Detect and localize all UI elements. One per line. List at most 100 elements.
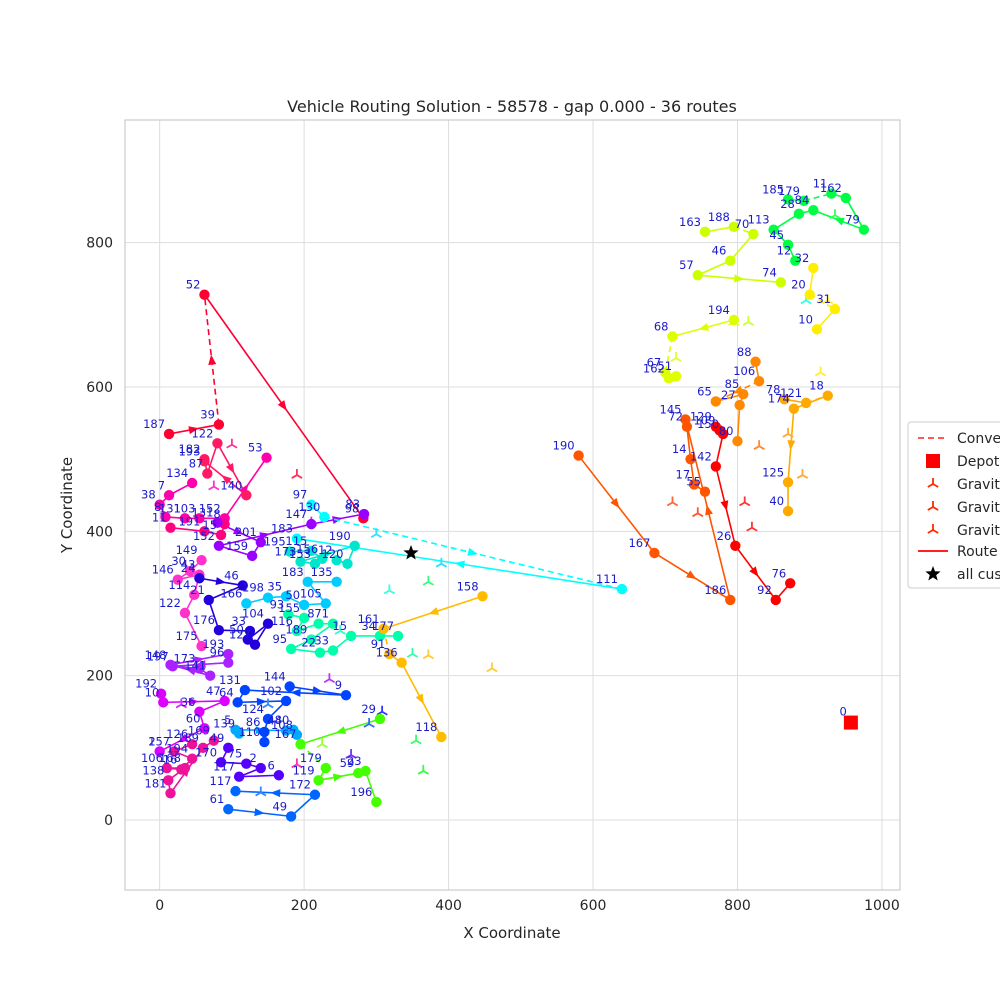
customer-label: 166 [220, 587, 242, 601]
x-axis-label: X Coordinate [463, 924, 560, 942]
customer-point [161, 762, 173, 774]
customer-label: 177 [372, 619, 394, 633]
x-tick-label: 600 [580, 898, 607, 914]
gravity-center-marker [323, 673, 336, 684]
customer-point [219, 695, 230, 707]
customer-point [782, 239, 794, 251]
customer-label: 40 [769, 494, 784, 508]
customer-point [194, 706, 205, 717]
route-arrow [332, 773, 344, 782]
customer-label: 129 [690, 410, 712, 424]
customer-label: 116 [271, 614, 293, 628]
customer-label: 32 [795, 251, 810, 265]
customer-label: 145 [660, 402, 682, 416]
gravity-center-marker [782, 427, 794, 438]
customer-label: 87 [189, 457, 204, 471]
customer-point [223, 803, 234, 815]
customer-point [396, 657, 407, 668]
customer-point [158, 697, 169, 708]
customer-label: 190 [329, 529, 351, 543]
customer-label: 124 [242, 702, 264, 716]
customer-label: 141 [184, 659, 206, 673]
customer-point [770, 594, 781, 606]
customer-label: 67 [647, 356, 662, 370]
customer-label: 152 [193, 529, 215, 543]
route-arrow [215, 577, 226, 585]
customer-point [199, 289, 210, 300]
legend-label: Route [957, 544, 998, 560]
route-arrow [415, 693, 424, 705]
customer-label: 86 [246, 715, 261, 729]
gravity-center-marker [316, 738, 328, 749]
customer-point [314, 647, 326, 658]
customer-label: 157 [148, 734, 170, 748]
customer-point [477, 591, 488, 602]
gravity-center-marker [422, 649, 435, 660]
customer-label: 161 [358, 612, 380, 626]
route-segment [299, 743, 327, 769]
customer-label: 113 [748, 213, 770, 227]
customer-point [616, 583, 628, 595]
customer-point [197, 742, 209, 754]
customer-point [670, 370, 682, 382]
customer-point [232, 697, 243, 708]
customer-point [782, 194, 794, 205]
customer-point [213, 419, 225, 430]
route-arrow [428, 607, 440, 615]
customer-label: 68 [654, 319, 669, 333]
customer-point [734, 399, 745, 411]
route-arrow [188, 697, 199, 706]
route-segment [736, 405, 741, 442]
legend-swatch-gravity [927, 501, 939, 511]
gravity-center-marker [486, 662, 498, 673]
route-segment [729, 233, 754, 262]
customer-point [826, 188, 837, 199]
customer-point [196, 640, 207, 652]
customer-label: 131 [219, 673, 241, 687]
route-arrow [208, 354, 217, 365]
customer-label: 95 [272, 632, 287, 646]
customer-point [306, 499, 317, 510]
customer-label: 131 [191, 506, 213, 520]
customer-label: 12 [318, 543, 333, 557]
customer-label: 33 [231, 614, 246, 628]
gravity-center-marker [814, 366, 827, 377]
customer-point [241, 598, 252, 609]
customer-label: 46 [224, 568, 239, 582]
y-tick-label: 600 [86, 380, 113, 396]
customer-label: 188 [708, 210, 730, 224]
customer-point [313, 618, 324, 629]
customer-point [342, 558, 353, 570]
gravity-center-marker [334, 624, 346, 635]
customer-label: 12 [777, 244, 792, 258]
customer-label: 5 [224, 713, 231, 727]
customer-point [302, 576, 313, 588]
customer-point [782, 477, 794, 488]
customer-label: 61 [210, 792, 225, 806]
customer-point [768, 224, 779, 235]
route-arrow [720, 500, 729, 511]
customer-label: 47 [206, 684, 221, 698]
customer-label: 139 [213, 716, 235, 730]
customer-point [280, 591, 292, 602]
customer-point [244, 625, 256, 637]
customer-label: 50 [229, 623, 244, 637]
customer-label: 71 [314, 607, 329, 621]
customer-label: 88 [737, 345, 752, 359]
customer-label: 65 [697, 384, 712, 398]
customer-label: 167 [275, 727, 297, 741]
customer-point [155, 688, 167, 699]
customer-label: 185 [762, 182, 784, 196]
customer-label: 36 [181, 695, 196, 709]
customer-label: 148 [145, 648, 167, 662]
gravity-center-marker [742, 316, 754, 326]
customer-label: 74 [762, 265, 777, 279]
customer-point [306, 545, 317, 557]
customer-point [223, 742, 234, 754]
customer-point [163, 428, 175, 440]
customer-label: 24 [181, 561, 196, 575]
customer-label: 10 [145, 685, 160, 699]
route-segment [845, 197, 865, 231]
